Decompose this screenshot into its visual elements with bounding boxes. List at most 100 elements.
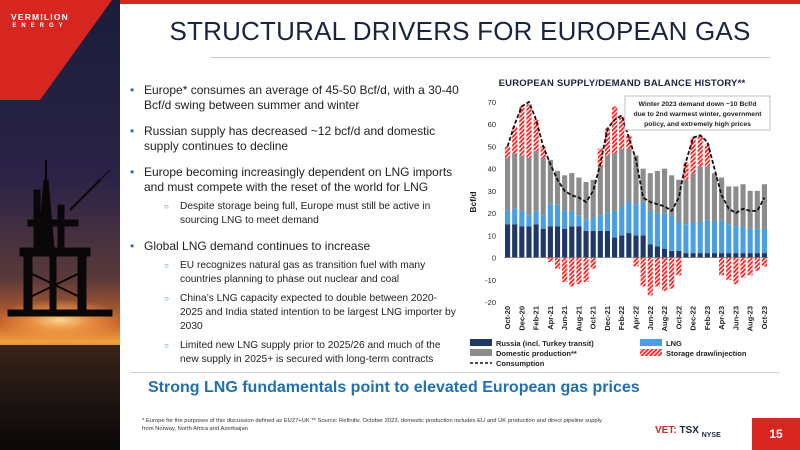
annotation-text: policy, and extremely high prices [644, 121, 751, 128]
bar-lng [526, 215, 532, 227]
legend-swatch [640, 339, 662, 346]
sub-bullet-marker: ○ [164, 202, 169, 211]
bar-russia [612, 237, 618, 258]
bullet-item: • Global LNG demand continues to increas… [130, 239, 460, 367]
bar-russia [512, 224, 518, 258]
sub-bullet-item: ○ Limited new LNG supply prior to 2025/2… [144, 339, 460, 367]
bar-domestic [761, 184, 768, 229]
y-tick-label: -20 [485, 298, 496, 307]
sub-bullet-text: Despite storage being full, Europe must … [180, 201, 431, 226]
brand-logo: VERMILION ENERGY [0, 0, 120, 100]
legend-label: Consumption [496, 359, 545, 368]
x-tick-label: Apr-21 [546, 306, 555, 330]
bar-russia [569, 226, 575, 258]
bar-russia [726, 253, 732, 258]
bar-domestic [676, 179, 682, 222]
legend-label: LNG [666, 339, 682, 348]
annotation-text: Winter 2023 demand down ~10 Bcf/d [639, 101, 757, 108]
bar-storage [526, 104, 532, 158]
bar-lng [676, 222, 682, 251]
bullet-list: • Europe* consumes an average of 45-50 B… [130, 83, 460, 373]
bar-russia [661, 248, 668, 258]
bar-russia [647, 244, 653, 258]
bar-russia [761, 253, 768, 258]
bar-lng [747, 228, 753, 254]
x-tick-label: Aug-22 [660, 306, 669, 331]
chart-bars-group [504, 104, 768, 296]
bar-lng [554, 204, 561, 227]
bar-russia [683, 253, 689, 258]
bar-storage [583, 257, 589, 282]
bullet-text: Europe* consumes an average of 45-50 Bcf… [144, 83, 459, 112]
bar-lng [661, 213, 668, 249]
bar-storage [554, 257, 561, 269]
bar-russia [719, 253, 725, 258]
title-divider [210, 57, 770, 58]
bar-domestic [726, 186, 732, 225]
bar-storage [697, 135, 703, 167]
chart-canvas: -20 -10 0 10 20 30 40 50 60 70 Bcf/d Oct-20 Dec-20 Fe… [468, 95, 771, 368]
bar-storage [733, 257, 739, 285]
bar-domestic [612, 153, 618, 211]
bar-russia [676, 250, 682, 258]
bar-russia [711, 253, 718, 258]
bar-storage [719, 257, 725, 276]
bullet-marker: • [130, 239, 135, 253]
y-tick-label: 70 [488, 98, 496, 107]
x-tick-label: Feb-21 [532, 306, 541, 330]
bar-russia [604, 230, 611, 258]
bar-lng [619, 206, 625, 236]
bar-lng [612, 210, 618, 238]
footnote: * Europe for the purposes of this discus… [142, 418, 602, 432]
bar-domestic [533, 150, 539, 211]
sub-bullet-marker: ○ [164, 294, 169, 303]
page-title: STRUCTURAL DRIVERS FOR EUROPEAN GAS [169, 16, 751, 46]
bar-storage [590, 257, 596, 269]
annotation-box [624, 95, 771, 131]
bar-domestic [640, 168, 646, 202]
y-tick-label: 30 [488, 187, 496, 196]
sub-bullet-item: ○ China’s LNG capacity expected to doubl… [144, 292, 460, 334]
bar-lng [726, 224, 732, 254]
bar-russia [526, 226, 532, 258]
legend-label: Russia (incl. Turkey transit) [496, 339, 594, 348]
oil-rig-silhouette [7, 160, 113, 317]
bar-domestic [740, 184, 746, 227]
y-axis-label: Bcf/d [468, 191, 478, 212]
bar-domestic [576, 177, 582, 216]
chart-title: EUROPEAN SUPPLY/DEMAND BALANCE HISTORY** [498, 78, 746, 89]
bar-lng [540, 215, 546, 229]
bar-storage [519, 106, 525, 156]
bar-russia [576, 226, 582, 258]
sub-bullet-text: EU recognizes natural gas as transition … [180, 260, 426, 285]
x-tick-label: Apr-23 [717, 306, 726, 330]
bar-storage [747, 257, 753, 276]
sub-bullet-marker: ○ [164, 341, 169, 350]
bar-domestic [697, 166, 703, 222]
bar-domestic [619, 148, 625, 207]
y-tick-label: 40 [488, 165, 496, 174]
bar-storage [512, 126, 518, 154]
y-tick-label: 60 [488, 120, 496, 129]
x-tick-label: Apr-22 [632, 306, 641, 330]
bar-storage [612, 106, 618, 154]
bar-storage [540, 146, 546, 158]
bar-lng [704, 219, 710, 254]
x-tick-label: Dec-20 [517, 306, 526, 331]
bar-storage [754, 257, 760, 271]
y-tick-label: 20 [488, 209, 496, 218]
bar-russia [669, 250, 675, 258]
nyse-label: NYSE [701, 432, 721, 439]
bar-storage [633, 257, 639, 267]
bar-russia [519, 226, 525, 258]
legend-swatch [470, 339, 492, 346]
bar-storage [740, 257, 746, 278]
bar-lng [562, 210, 568, 229]
bar-lng [519, 210, 525, 227]
bar-lng [690, 222, 696, 254]
bar-domestic [704, 166, 710, 220]
x-tick-label: Dec-21 [603, 306, 612, 331]
x-tick-label: Jun-21 [560, 306, 569, 330]
x-tick-label: Feb-23 [703, 306, 712, 330]
bar-storage [661, 257, 668, 291]
